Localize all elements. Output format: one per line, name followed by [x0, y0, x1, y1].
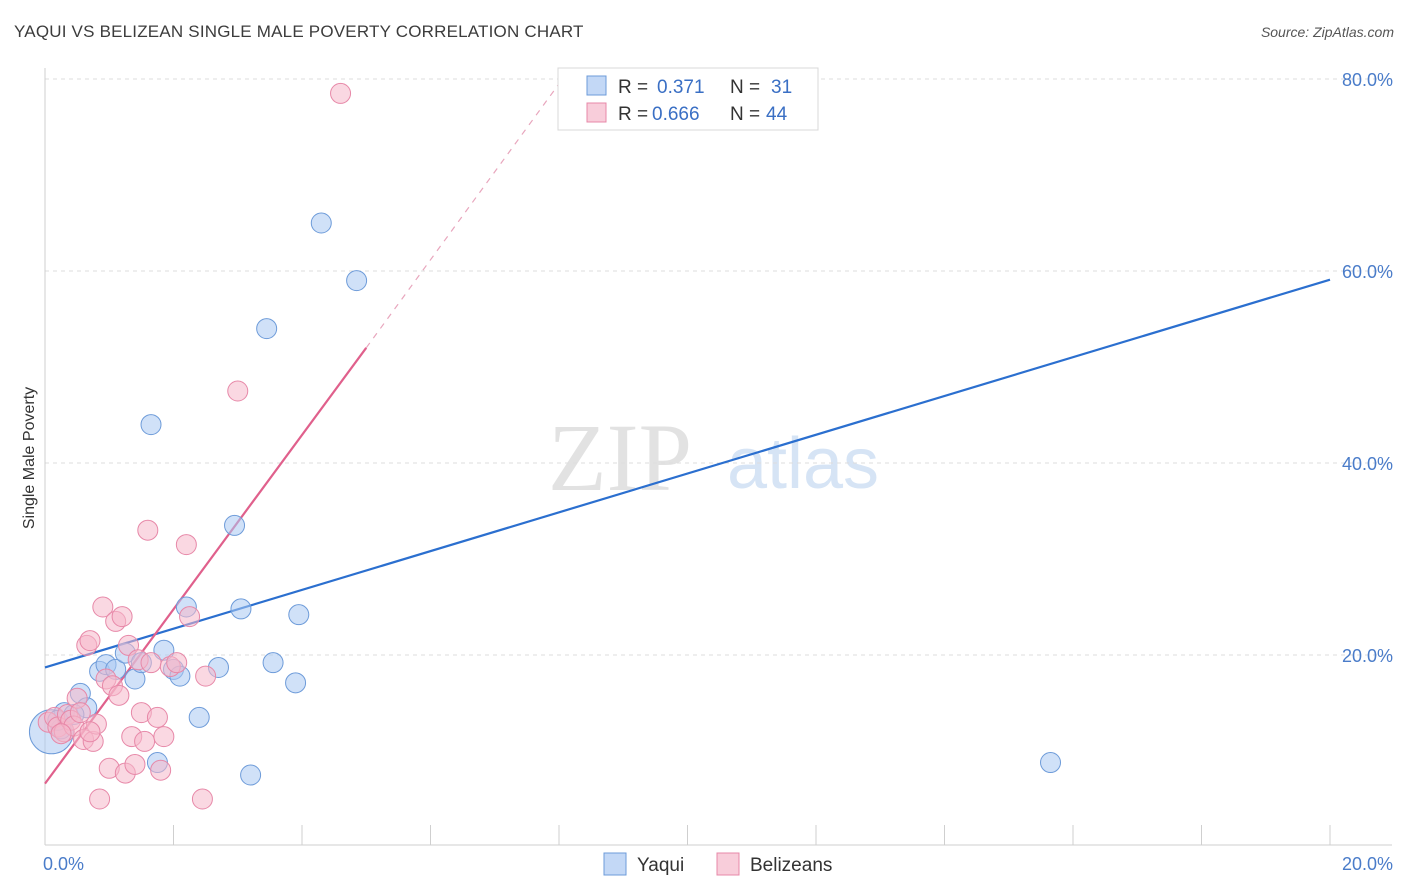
legend-top: R = 0.371 N = 31 R = 0.666 N = 44: [557, 67, 819, 131]
legend-belizeans-r: 0.666: [652, 104, 700, 125]
point-belizeans: [191, 788, 213, 810]
watermark-atlas: atlas: [727, 424, 879, 504]
point-yaqui: [230, 598, 252, 620]
bottom-legend-belizeans-swatch: [716, 852, 740, 876]
point-belizeans: [150, 759, 172, 781]
legend-yaqui-swatch: [586, 75, 607, 96]
point-yaqui: [140, 414, 162, 436]
legend-n-label: N =: [730, 77, 760, 98]
point-yaqui: [240, 764, 262, 786]
y-tick-label: 40.0%: [1342, 454, 1393, 474]
y-tick-label: 20.0%: [1342, 646, 1393, 666]
point-belizeans: [124, 753, 146, 775]
y-tick-label: 60.0%: [1342, 262, 1393, 282]
point-belizeans: [79, 721, 101, 743]
axes: [44, 68, 1392, 846]
point-belizeans: [140, 652, 162, 674]
trend-line-yaqui: [44, 278, 1331, 669]
trend-lines: [44, 83, 1331, 785]
point-belizeans: [92, 596, 114, 618]
x-tick-label: 0.0%: [43, 854, 84, 874]
point-yaqui: [310, 212, 332, 234]
x-tick-label: 20.0%: [1342, 854, 1393, 874]
point-belizeans: [111, 606, 133, 628]
point-yaqui: [262, 652, 284, 674]
legend-n-label-2: N =: [730, 104, 760, 125]
legend-yaqui-n: 31: [771, 77, 792, 98]
point-belizeans: [69, 702, 91, 724]
point-yaqui: [346, 270, 368, 292]
legend-belizeans-n: 44: [766, 104, 788, 125]
point-yaqui: [1040, 752, 1062, 774]
legend-bottom: Yaqui Belizeans: [603, 852, 832, 876]
data-points: [28, 82, 1062, 810]
point-belizeans: [227, 380, 249, 402]
bottom-legend-yaqui-label: Yaqui: [637, 855, 684, 876]
bottom-legend-belizeans-label: Belizeans: [750, 855, 832, 876]
legend-yaqui-r: 0.371: [657, 77, 705, 98]
trend-line-belizeans: [44, 347, 368, 785]
point-belizeans: [108, 684, 130, 706]
point-belizeans: [153, 726, 175, 748]
point-belizeans: [195, 665, 217, 687]
y-axis-label: Single Male Poverty: [21, 387, 38, 529]
point-belizeans: [330, 82, 352, 104]
point-yaqui: [224, 514, 246, 536]
point-belizeans: [179, 606, 201, 628]
point-belizeans: [137, 519, 159, 541]
point-yaqui: [188, 706, 210, 728]
point-yaqui: [288, 604, 310, 626]
chart-title: YAQUI VS BELIZEAN SINGLE MALE POVERTY CO…: [14, 22, 584, 41]
tick-labels: 20.0% 40.0% 60.0% 80.0% 0.0% 20.0%: [43, 70, 1393, 874]
legend-r-label-2: R =: [618, 104, 648, 125]
y-tick-label: 80.0%: [1342, 70, 1393, 90]
gridlines: [45, 78, 1392, 656]
trend-line-dashed-belizeans: [365, 83, 560, 349]
point-belizeans: [89, 788, 111, 810]
point-belizeans: [166, 652, 188, 674]
point-yaqui: [285, 672, 307, 694]
point-yaqui: [256, 318, 278, 340]
point-belizeans: [50, 723, 72, 745]
bottom-legend-yaqui-swatch: [603, 852, 627, 876]
source-credit: Source: ZipAtlas.com: [1260, 24, 1394, 40]
point-belizeans: [175, 534, 197, 556]
legend-r-label: R =: [618, 77, 648, 98]
point-belizeans: [146, 706, 168, 728]
legend-belizeans-swatch: [586, 102, 607, 123]
point-belizeans: [134, 730, 156, 752]
point-belizeans: [79, 630, 101, 652]
